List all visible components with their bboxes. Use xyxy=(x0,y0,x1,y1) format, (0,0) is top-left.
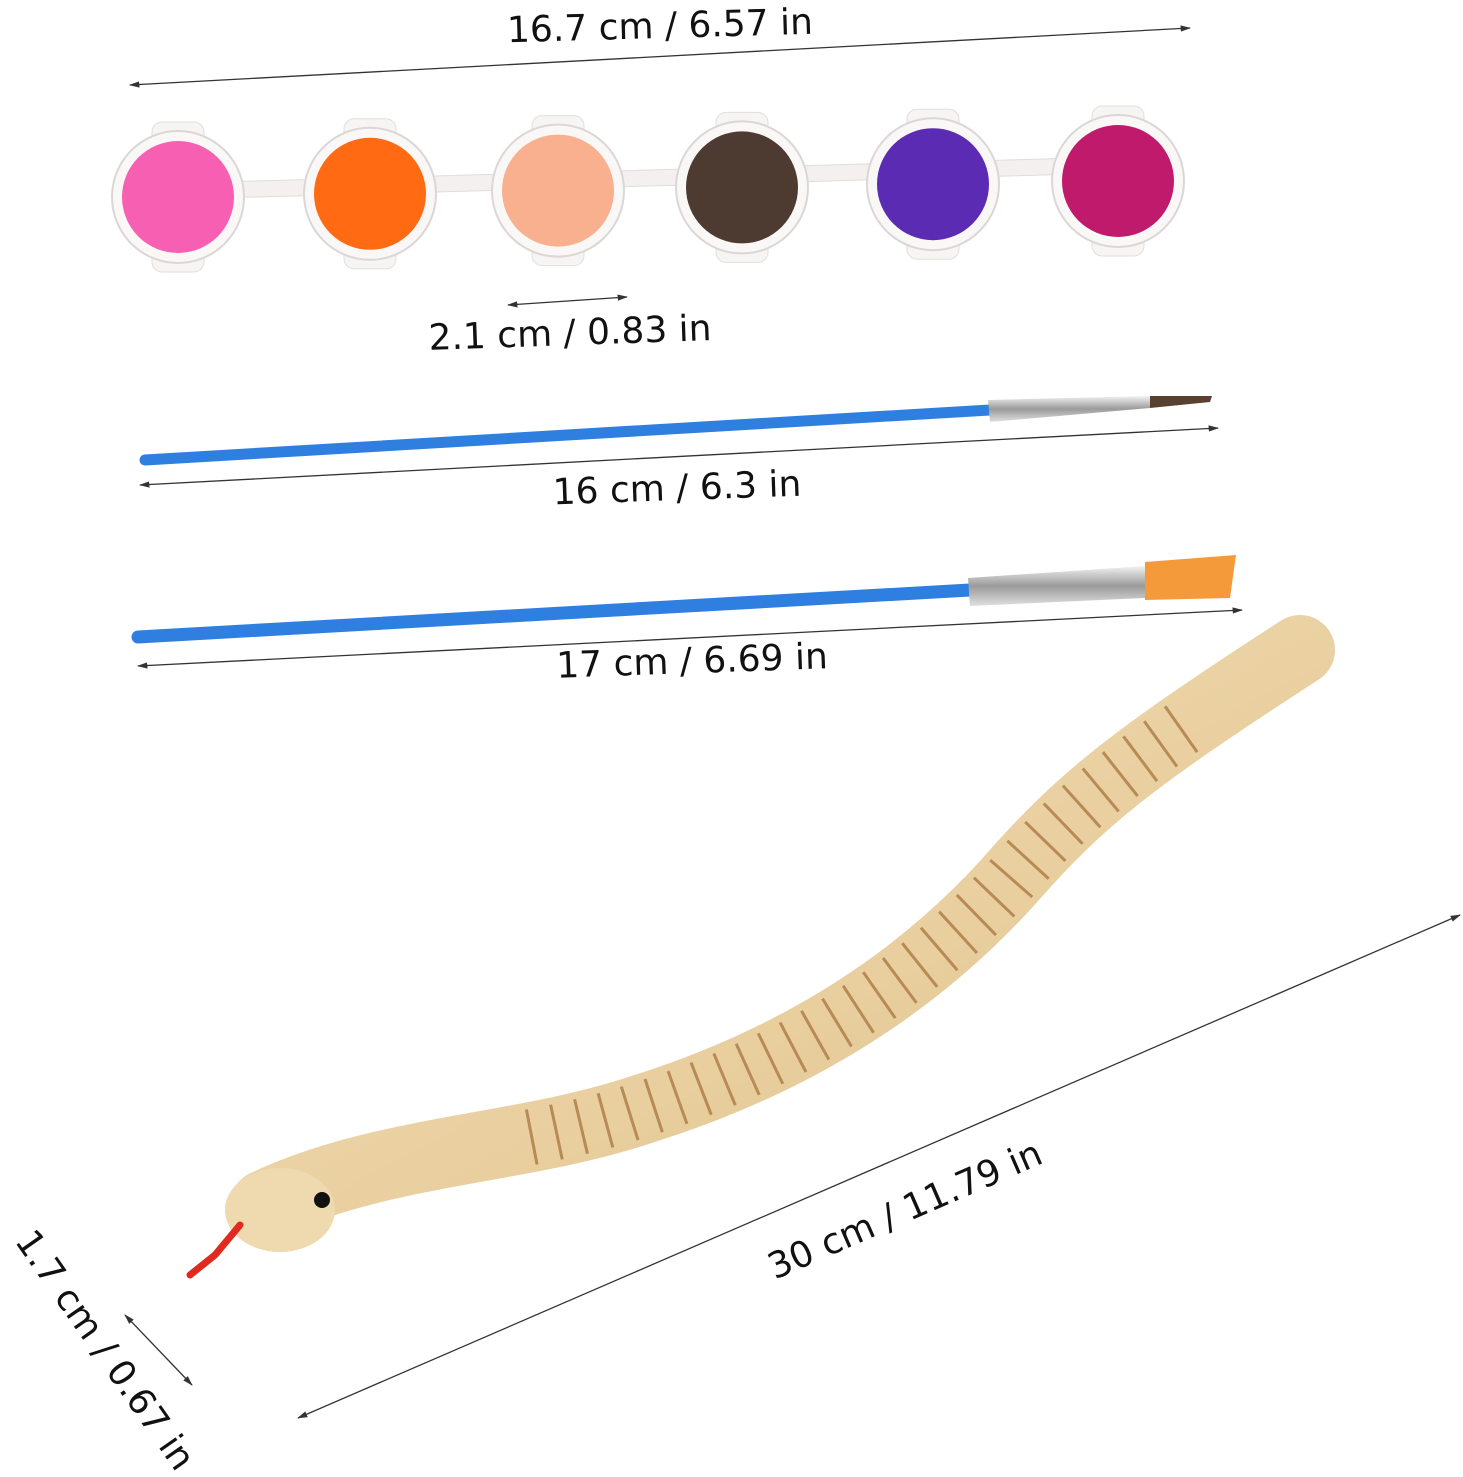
small-round-brush xyxy=(139,396,1212,466)
paint-pot xyxy=(303,118,437,270)
snake-segment-groove xyxy=(1006,839,1050,880)
snake-segment-groove xyxy=(1101,751,1139,797)
snake-segment-groove xyxy=(1061,784,1102,829)
strip-length-line xyxy=(128,25,1192,88)
snake-tongue xyxy=(186,1221,244,1279)
paint-pot xyxy=(866,108,1000,260)
flat-brush-length-line xyxy=(136,607,1244,669)
snake-length-label: 30 cm / 11.79 in xyxy=(762,1133,1048,1288)
paint-pot xyxy=(1051,105,1185,257)
snake-width-label: 1.7 cm / 0.67 in xyxy=(7,1223,203,1477)
paint-color xyxy=(686,131,798,244)
snake-segment-groove xyxy=(1163,705,1199,753)
paint-color xyxy=(1062,125,1174,237)
snake-segment-groove xyxy=(989,858,1034,899)
snake-segment-groove xyxy=(1122,735,1159,783)
paint-pot xyxy=(491,115,625,267)
snake-length-line xyxy=(297,914,1461,1419)
snake-eye xyxy=(314,1192,330,1208)
paint-pot xyxy=(111,121,245,273)
snake-segment-groove xyxy=(1024,820,1067,863)
snake-segment-groove xyxy=(972,876,1016,918)
wooden-snake xyxy=(186,615,1335,1279)
snake-segment-groove xyxy=(1042,802,1084,845)
paint-color xyxy=(877,128,989,241)
paint-color xyxy=(314,137,426,250)
snake-head xyxy=(225,1168,335,1252)
small-brush-length-line xyxy=(138,425,1220,488)
flat-brush xyxy=(131,555,1236,644)
paint-pot xyxy=(675,111,809,263)
flat-brush-length-label: 17 cm / 6.69 in xyxy=(556,636,829,686)
pot-diameter-line xyxy=(506,294,629,308)
pot-diameter-label: 2.1 cm / 0.83 in xyxy=(428,308,712,359)
snake-segment-groove xyxy=(1142,720,1179,768)
paint-color xyxy=(122,141,234,253)
paint-color xyxy=(502,134,614,247)
snake-segment-groove xyxy=(1081,767,1120,813)
strip-length-label: 16.7 cm / 6.57 in xyxy=(506,2,813,52)
paint-pot-strip xyxy=(111,105,1185,273)
snake-width-line xyxy=(124,1314,193,1386)
small-brush-length-label: 16 cm / 6.3 in xyxy=(552,464,802,514)
